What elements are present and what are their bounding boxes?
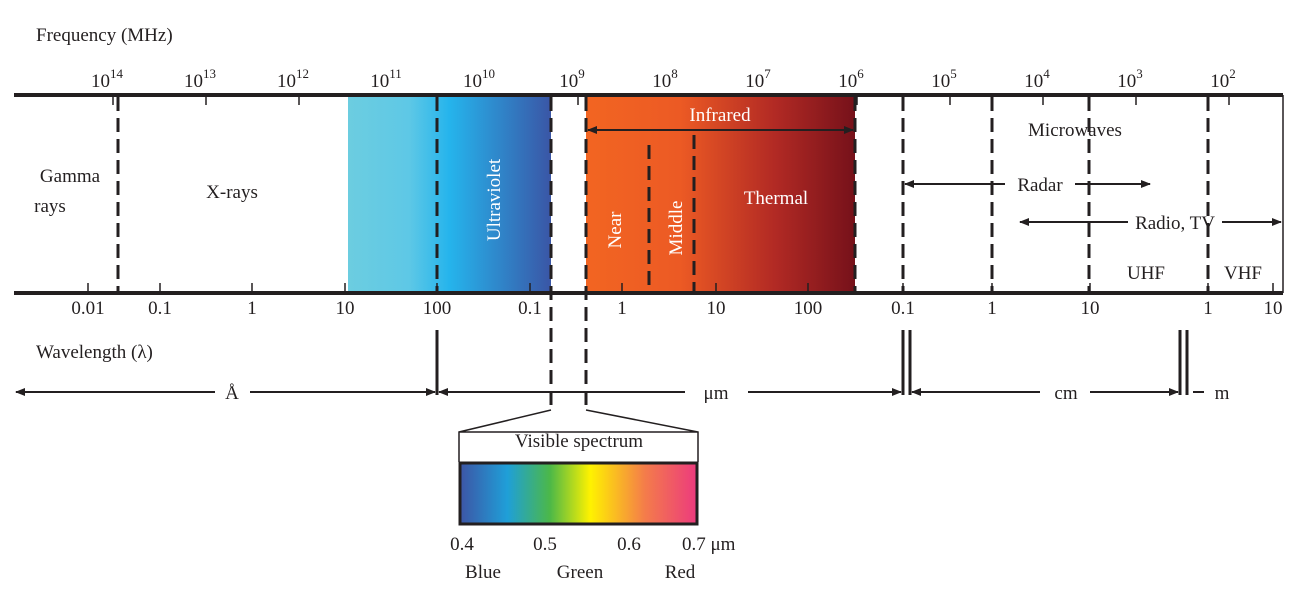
dividers bbox=[116, 97, 1210, 410]
tick-base: 10 bbox=[184, 71, 203, 92]
wavelength-tick-label: 10 bbox=[1264, 298, 1283, 319]
uhf-label: UHF bbox=[1127, 263, 1165, 284]
tick-exponent: 9 bbox=[578, 66, 585, 81]
infrared-label: Infrared bbox=[689, 105, 751, 126]
thermal-label: Thermal bbox=[744, 188, 808, 209]
xrays-label: X-rays bbox=[206, 182, 258, 203]
visible-tick: 0.4 bbox=[450, 534, 474, 555]
angstrom-label: Å bbox=[225, 383, 239, 404]
visible-spectrum-bar bbox=[458, 461, 699, 526]
gamma-label: Gamma bbox=[40, 166, 101, 187]
wavelength-tick-label: 100 bbox=[794, 298, 823, 319]
tick-base: 10 bbox=[91, 71, 110, 92]
wavelength-tick-label: 1 bbox=[1203, 298, 1213, 319]
wavelength-tick-label: 10 bbox=[1081, 298, 1100, 319]
tick-base: 10 bbox=[652, 71, 671, 92]
frequency-tick-label: 108 bbox=[652, 66, 678, 92]
frequency-tick-label: 1014 bbox=[91, 66, 124, 92]
frequency-tick-label: 102 bbox=[1210, 66, 1236, 92]
radio-label: Radio, TV bbox=[1135, 213, 1215, 234]
tick-exponent: 10 bbox=[482, 66, 495, 81]
visible-color: Green bbox=[557, 562, 604, 583]
meter-label: m bbox=[1215, 383, 1230, 404]
wavelength-tick-label: 0.1 bbox=[518, 298, 542, 319]
tick-exponent: 6 bbox=[857, 66, 864, 81]
tick-base: 10 bbox=[1117, 71, 1136, 92]
visible-tick: 0.7 μm bbox=[682, 534, 736, 555]
wavelength-label: Wavelength (λ) bbox=[36, 342, 153, 363]
vhf-label: VHF bbox=[1224, 263, 1262, 284]
tick-exponent: 13 bbox=[203, 66, 216, 81]
wavelength-tick-label: 0.1 bbox=[891, 298, 915, 319]
frequency-ticks: 1014 1013 1012 1011 1010 109 108 107 106 105 104 10… bbox=[91, 66, 1236, 105]
wavelength-tick-label: 10 bbox=[336, 298, 355, 319]
tick-exponent: 12 bbox=[296, 66, 309, 81]
wavelength-tick-label: 100 bbox=[423, 298, 452, 319]
frequency-label: Frequency (MHz) bbox=[36, 25, 173, 46]
tick-base: 10 bbox=[370, 71, 389, 92]
tick-base: 10 bbox=[838, 71, 857, 92]
wavelength-ticks: 0.01 0.1 1 10 100 0.1 1 10 100 0.1 1 10 1 10 bbox=[71, 283, 1283, 319]
near-label: Near bbox=[605, 211, 626, 249]
frequency-tick-label: 1011 bbox=[370, 66, 402, 92]
tick-exponent: 11 bbox=[389, 66, 402, 81]
microwaves-label: Microwaves bbox=[1028, 120, 1122, 141]
gamma-label: rays bbox=[34, 196, 66, 217]
tick-exponent: 3 bbox=[1136, 66, 1143, 81]
tick-exponent: 5 bbox=[950, 66, 957, 81]
tick-base: 10 bbox=[559, 71, 578, 92]
frequency-tick-label: 103 bbox=[1117, 66, 1143, 92]
tick-base: 10 bbox=[277, 71, 296, 92]
visible-bracket bbox=[458, 409, 699, 462]
tick-exponent: 2 bbox=[1229, 66, 1236, 81]
uv-label: Ultraviolet bbox=[484, 158, 505, 241]
tick-exponent: 7 bbox=[764, 66, 771, 81]
visible-title: Visible spectrum bbox=[515, 431, 643, 452]
micrometer-label: μm bbox=[704, 383, 729, 404]
visible-color: Blue bbox=[465, 562, 501, 583]
frequency-tick-label: 109 bbox=[559, 66, 585, 92]
frequency-tick-label: 106 bbox=[838, 66, 864, 92]
wavelength-tick-label: 1 bbox=[617, 298, 627, 319]
frequency-tick-label: 1013 bbox=[184, 66, 216, 92]
tick-exponent: 4 bbox=[1043, 66, 1050, 81]
wavelength-tick-label: 0.01 bbox=[71, 298, 104, 319]
frequency-tick-label: 105 bbox=[931, 66, 957, 92]
frequency-tick-label: 107 bbox=[745, 66, 771, 92]
tick-base: 10 bbox=[745, 71, 764, 92]
visible-tick: 0.6 bbox=[617, 534, 641, 555]
tick-base: 10 bbox=[931, 71, 950, 92]
tick-exponent: 14 bbox=[110, 66, 124, 81]
wavelength-tick-label: 1 bbox=[247, 298, 257, 319]
frequency-tick-label: 104 bbox=[1024, 66, 1050, 92]
wavelength-tick-label: 1 bbox=[987, 298, 997, 319]
visible-color: Red bbox=[665, 562, 696, 583]
wavelength-tick-label: 0.1 bbox=[148, 298, 172, 319]
frequency-tick-label: 1010 bbox=[463, 66, 495, 92]
centimeter-label: cm bbox=[1054, 383, 1077, 404]
uv-band bbox=[348, 95, 551, 293]
tick-base: 10 bbox=[1024, 71, 1043, 92]
tick-exponent: 8 bbox=[671, 66, 678, 81]
tick-base: 10 bbox=[1210, 71, 1229, 92]
middle-label: Middle bbox=[666, 201, 687, 256]
radar-label: Radar bbox=[1017, 175, 1063, 196]
frequency-tick-label: 1012 bbox=[277, 66, 309, 92]
wavelength-tick-label: 10 bbox=[707, 298, 726, 319]
visible-tick: 0.5 bbox=[533, 534, 557, 555]
tick-base: 10 bbox=[463, 71, 482, 92]
